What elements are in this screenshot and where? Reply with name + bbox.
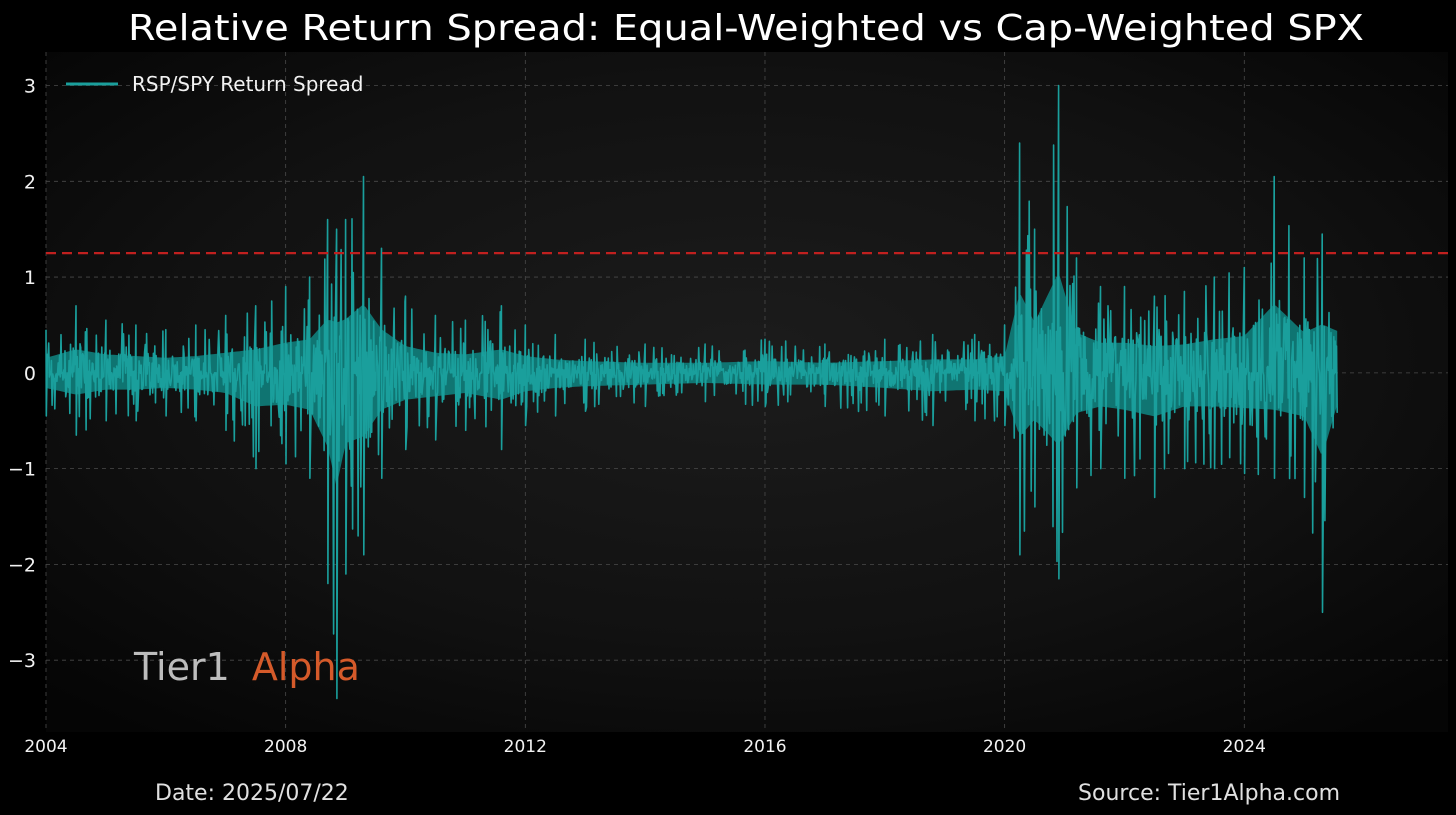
x-tick-label: 2012 (504, 737, 547, 757)
x-tick-label: 2020 (983, 737, 1026, 757)
x-tick-label: 2016 (743, 737, 786, 757)
x-tick-label: 2024 (1223, 737, 1266, 757)
y-tick-label: −3 (8, 650, 36, 672)
legend-label: RSP/SPY Return Spread (132, 72, 363, 96)
x-tick-label: 2004 (24, 737, 67, 757)
watermark-tier1: Tier1 (133, 645, 230, 689)
x-axis-ticks: 2004 2008 2012 2016 2020 2024 (24, 737, 1266, 757)
y-tick-label: 0 (24, 363, 36, 385)
watermark-alpha: Alpha (252, 645, 360, 689)
footer-date: Date: 2025/07/22 (155, 781, 349, 806)
footer-source: Source: Tier1Alpha.com (1078, 781, 1340, 806)
x-tick-label: 2008 (264, 737, 307, 757)
y-tick-label: −1 (8, 459, 36, 481)
chart-title: Relative Return Spread: Equal-Weighted v… (128, 8, 1364, 49)
series-rsp-spy-return-spread (45, 84, 1338, 700)
y-axis-ticks: −3 −2 −1 0 1 2 3 (8, 76, 36, 673)
y-tick-label: 3 (24, 76, 36, 98)
y-tick-label: 1 (24, 267, 36, 289)
y-tick-label: 2 (24, 171, 36, 193)
series-line (45, 84, 1338, 700)
watermark-logo: Tier1 Alpha (133, 645, 360, 689)
y-tick-label: −2 (8, 554, 36, 576)
legend: RSP/SPY Return Spread (66, 72, 363, 96)
